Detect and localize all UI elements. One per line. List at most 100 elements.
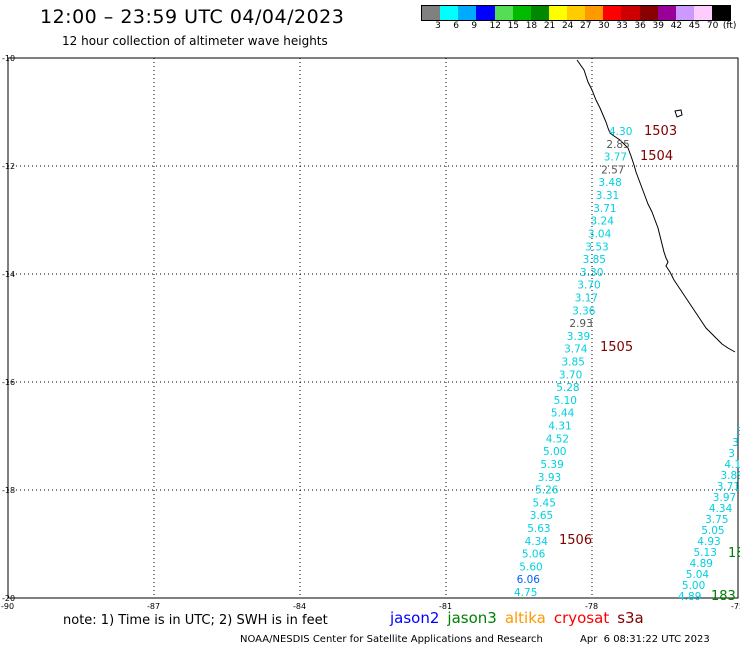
longitude-label: -78 bbox=[585, 602, 598, 611]
legend-value-label: 30 bbox=[598, 21, 610, 31]
swh-value: 3 bbox=[732, 437, 739, 449]
legend-swatch bbox=[440, 6, 459, 20]
swh-value: 3.70 bbox=[577, 280, 600, 292]
legend-value-label: 33 bbox=[616, 21, 628, 31]
latitude-label: -10 bbox=[2, 54, 15, 63]
swh-value: 4.34 bbox=[525, 536, 549, 548]
swh-value: 3.30 bbox=[580, 267, 603, 279]
satellite-altika-label: altika bbox=[504, 609, 546, 627]
swh-value: 3.89 bbox=[721, 470, 740, 482]
pass-label: 18 bbox=[728, 546, 740, 561]
swh-value: 3.85 bbox=[562, 357, 585, 369]
swh-value: 4.30 bbox=[609, 126, 632, 138]
pass-label: 1505 bbox=[600, 340, 633, 355]
legend-value-label: 18 bbox=[525, 21, 538, 31]
swh-value: 3.71 bbox=[593, 203, 616, 215]
legend-value-label: 24 bbox=[561, 21, 574, 31]
credit-line: NOAA/NESDIS Center for Satellite Applica… bbox=[240, 634, 543, 645]
swh-value: 3.17 bbox=[575, 293, 598, 305]
swh-track-main: 4.302.853.772.573.483.313.713.243.043.53… bbox=[514, 126, 632, 599]
legend-value-label: 27 bbox=[580, 21, 592, 31]
legend-value-label: 3 bbox=[435, 21, 441, 31]
swh-value: 5.13 bbox=[694, 547, 717, 559]
legend-value-label: 39 bbox=[652, 21, 664, 31]
generated-timestamp: Apr 6 08:31:22 UTC 2023 bbox=[580, 634, 710, 645]
longitude-label: -90 bbox=[1, 602, 14, 611]
swh-value: 5.06 bbox=[522, 549, 546, 561]
legend-swatch bbox=[567, 6, 586, 20]
legend-swatch bbox=[548, 6, 567, 20]
pass-labels: 1503 1504 1505 1506 183 18 bbox=[559, 124, 740, 604]
longitude-label: -87 bbox=[147, 602, 160, 611]
swh-value: 5.45 bbox=[533, 497, 556, 509]
legend-value-label: 6 bbox=[453, 21, 459, 31]
legend-swatch bbox=[639, 6, 658, 20]
map-frame bbox=[7, 57, 739, 599]
legend-swatch bbox=[693, 6, 712, 20]
swh-value: 5.60 bbox=[519, 561, 542, 573]
map-grid bbox=[8, 58, 738, 598]
swh-value: 3.70 bbox=[559, 369, 582, 381]
swh-value: 5.04 bbox=[686, 569, 710, 581]
swh-value: 4.75 bbox=[514, 587, 537, 599]
pass-label: 1506 bbox=[559, 533, 592, 548]
axis-labels: -10 -12 -14 -16 -18 -20-90 -87 -84 -81 -78 -75 bbox=[1, 54, 740, 611]
swh-value: 4.52 bbox=[546, 433, 569, 445]
swh-value: 3.93 bbox=[538, 472, 561, 484]
legend-value-label: 15 bbox=[507, 21, 520, 31]
swh-value: 3.04 bbox=[588, 228, 612, 240]
swh-value: 3.65 bbox=[530, 510, 553, 522]
legend-value-label: 12 bbox=[489, 21, 501, 31]
swh-value: 5.05 bbox=[701, 525, 724, 537]
swh-value: 3 bbox=[736, 426, 740, 438]
swh-value: 3.97 bbox=[713, 492, 736, 504]
swh-value: 5.63 bbox=[527, 523, 550, 535]
legend-swatch bbox=[530, 6, 549, 20]
legend-swatch bbox=[494, 6, 513, 20]
pass-label: 183 bbox=[711, 589, 736, 604]
swh-value: 5.26 bbox=[535, 485, 559, 497]
coastline bbox=[576, 59, 736, 353]
swh-value: 2.93 bbox=[569, 318, 592, 330]
swh-value: 3.53 bbox=[585, 241, 608, 253]
swh-value: 4.89 bbox=[678, 591, 701, 603]
swh-value: 5.00 bbox=[682, 580, 705, 592]
island bbox=[674, 109, 683, 118]
swh-value: 4.89 bbox=[690, 558, 713, 570]
pass-label: 1504 bbox=[640, 149, 673, 164]
satellite-jason2-label: jason2 bbox=[390, 609, 440, 627]
legend-swatch bbox=[512, 6, 531, 20]
swh-value: 4.31 bbox=[548, 421, 571, 433]
swh-value: 3.31 bbox=[596, 190, 619, 202]
swh-value: 2.57 bbox=[601, 164, 624, 176]
swh-value: 5.00 bbox=[543, 446, 566, 458]
swh-value: 3.77 bbox=[604, 152, 627, 164]
longitude-label: -81 bbox=[439, 602, 452, 611]
legend-swatch bbox=[621, 6, 640, 20]
legend-swatch bbox=[458, 6, 477, 20]
swh-value: 3.39 bbox=[567, 331, 590, 343]
swh-value: 3 bbox=[728, 448, 735, 460]
legend-value-label: 9 bbox=[471, 21, 478, 31]
satellite-jason3-label: jason3 bbox=[447, 609, 497, 627]
legend-swatch bbox=[712, 6, 731, 20]
swh-value: 3.74 bbox=[564, 344, 588, 356]
swh-value: 3.24 bbox=[591, 216, 615, 228]
swh-value: 5.39 bbox=[540, 459, 563, 471]
swh-value: 3.85 bbox=[583, 254, 606, 266]
longitude-label: -75 bbox=[731, 602, 740, 611]
swh-value: 3.71 bbox=[717, 481, 740, 493]
swh-value: 3.36 bbox=[572, 305, 596, 317]
satellite-cryosat-label: cryosat bbox=[553, 609, 610, 627]
swh-track-east: 3334.13.893.713.974.343.755.054.935.134.… bbox=[678, 426, 740, 603]
swh-value: 2.85 bbox=[606, 139, 629, 151]
legend-value-label: 21 bbox=[543, 21, 556, 31]
legend-value-label: 45 bbox=[688, 21, 701, 31]
swh-value: 5.10 bbox=[554, 395, 577, 407]
swh-value: 5.44 bbox=[551, 408, 575, 420]
page-subtitle: 12 hour collection of altimeter wave hei… bbox=[62, 34, 328, 48]
satellite-legend: jason2 jason3 altika cryosat s3a bbox=[390, 609, 652, 627]
pass-label: 1503 bbox=[644, 124, 677, 139]
swh-value: 4.34 bbox=[709, 503, 733, 515]
